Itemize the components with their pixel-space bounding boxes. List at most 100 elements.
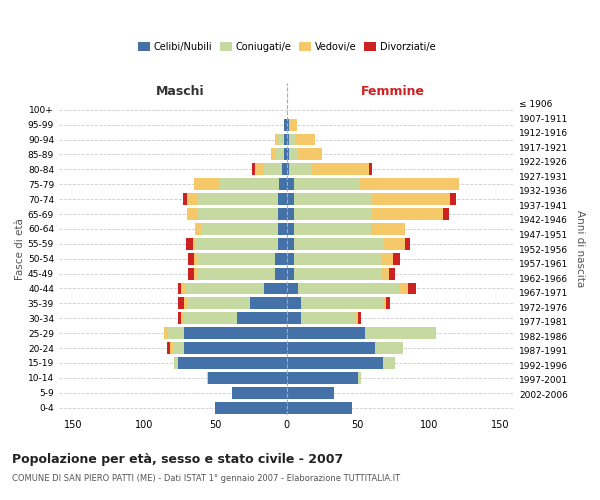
Bar bbox=[289, 148, 298, 160]
Bar bbox=[382, 252, 393, 264]
Bar bbox=[386, 298, 391, 310]
Bar bbox=[298, 282, 400, 294]
Bar bbox=[284, 148, 287, 160]
Bar bbox=[275, 252, 287, 264]
Bar bbox=[275, 268, 287, 280]
Bar bbox=[389, 268, 395, 280]
Bar bbox=[287, 208, 293, 220]
Bar bbox=[173, 342, 184, 354]
Bar bbox=[284, 118, 287, 130]
Bar bbox=[182, 312, 237, 324]
Bar bbox=[188, 252, 194, 264]
Bar bbox=[383, 238, 404, 250]
Bar bbox=[271, 148, 275, 160]
Bar bbox=[287, 238, 293, 250]
Bar bbox=[293, 268, 382, 280]
Bar bbox=[287, 298, 301, 310]
Bar bbox=[194, 178, 220, 190]
Bar bbox=[170, 342, 173, 354]
Bar bbox=[280, 178, 287, 190]
Bar bbox=[293, 208, 372, 220]
Bar bbox=[194, 268, 197, 280]
Bar bbox=[450, 193, 456, 205]
Bar bbox=[178, 357, 287, 369]
Bar bbox=[293, 252, 382, 264]
Bar bbox=[355, 312, 358, 324]
Bar bbox=[293, 178, 359, 190]
Bar bbox=[264, 164, 282, 175]
Bar bbox=[237, 312, 287, 324]
Bar bbox=[193, 238, 196, 250]
Bar bbox=[207, 372, 208, 384]
Bar bbox=[382, 268, 389, 280]
Bar bbox=[178, 312, 181, 324]
Bar bbox=[289, 118, 296, 130]
Bar bbox=[287, 252, 293, 264]
Bar bbox=[184, 298, 187, 310]
Legend: Celibi/Nubili, Coniugati/e, Vedovi/e, Divorziati/e: Celibi/Nubili, Coniugati/e, Vedovi/e, Di… bbox=[134, 38, 439, 56]
Bar bbox=[443, 208, 449, 220]
Bar bbox=[358, 312, 361, 324]
Bar bbox=[196, 223, 201, 235]
Bar bbox=[197, 268, 275, 280]
Bar bbox=[187, 298, 250, 310]
Bar bbox=[232, 387, 287, 398]
Bar bbox=[184, 327, 287, 339]
Bar bbox=[293, 223, 371, 235]
Bar bbox=[220, 178, 280, 190]
Bar bbox=[287, 402, 352, 413]
Bar bbox=[287, 164, 289, 175]
Bar bbox=[295, 134, 315, 145]
Bar bbox=[188, 268, 194, 280]
Bar bbox=[282, 164, 287, 175]
Bar bbox=[284, 134, 287, 145]
Bar bbox=[215, 402, 287, 413]
Bar bbox=[255, 164, 264, 175]
Bar bbox=[278, 193, 287, 205]
Bar bbox=[196, 238, 278, 250]
Bar bbox=[287, 372, 358, 384]
Text: Femmine: Femmine bbox=[361, 85, 425, 98]
Bar bbox=[287, 178, 293, 190]
Bar bbox=[201, 223, 278, 235]
Bar bbox=[278, 223, 287, 235]
Bar bbox=[187, 208, 199, 220]
Bar bbox=[275, 134, 278, 145]
Bar bbox=[167, 342, 170, 354]
Text: COMUNE DI SAN PIERO PATTI (ME) - Dati ISTAT 1° gennaio 2007 - Elaborazione TUTTI: COMUNE DI SAN PIERO PATTI (ME) - Dati IS… bbox=[12, 474, 400, 483]
Bar bbox=[275, 148, 284, 160]
Bar bbox=[372, 193, 450, 205]
Bar bbox=[287, 268, 293, 280]
Y-axis label: Fasce di età: Fasce di età bbox=[15, 218, 25, 280]
Bar bbox=[181, 312, 182, 324]
Bar bbox=[287, 223, 293, 235]
Bar bbox=[375, 342, 403, 354]
Bar bbox=[182, 193, 187, 205]
Bar bbox=[407, 282, 416, 294]
Bar bbox=[181, 282, 185, 294]
Text: Popolazione per età, sesso e stato civile - 2007: Popolazione per età, sesso e stato civil… bbox=[12, 452, 343, 466]
Bar bbox=[199, 193, 278, 205]
Bar bbox=[199, 208, 278, 220]
Bar bbox=[250, 298, 287, 310]
Bar bbox=[253, 164, 255, 175]
Bar bbox=[369, 164, 372, 175]
Bar bbox=[187, 193, 199, 205]
Bar bbox=[264, 282, 287, 294]
Bar bbox=[287, 342, 375, 354]
Bar bbox=[178, 282, 181, 294]
Bar bbox=[287, 282, 298, 294]
Bar bbox=[287, 148, 289, 160]
Bar bbox=[167, 327, 184, 339]
Bar bbox=[194, 252, 197, 264]
Bar bbox=[289, 164, 312, 175]
Bar bbox=[185, 282, 264, 294]
Bar bbox=[287, 134, 289, 145]
Text: Maschi: Maschi bbox=[155, 85, 204, 98]
Bar bbox=[358, 372, 361, 384]
Bar bbox=[400, 282, 407, 294]
Bar bbox=[298, 148, 322, 160]
Bar bbox=[293, 238, 383, 250]
Bar bbox=[278, 134, 284, 145]
Bar bbox=[178, 298, 184, 310]
